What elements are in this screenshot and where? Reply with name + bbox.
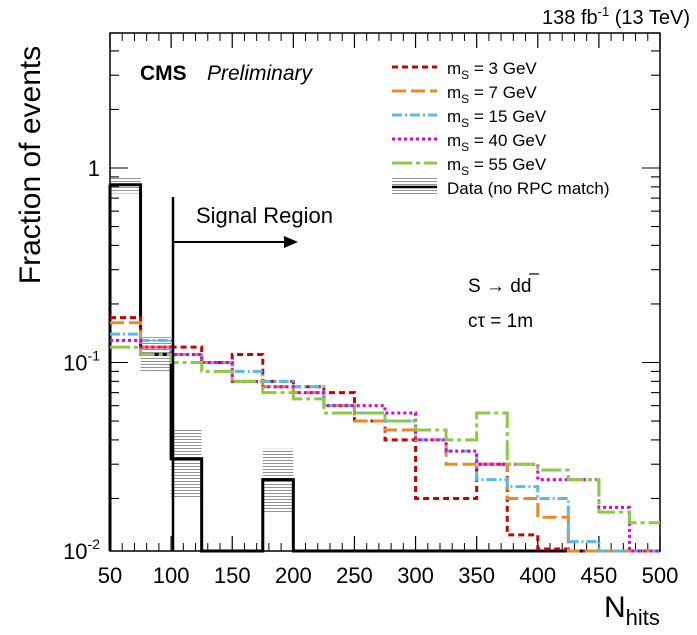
legend-label: mS = 7 GeV [447,83,537,106]
x-tick-label: 100 [153,563,190,588]
signal-histogram-line [110,338,660,553]
legend-label: mS = 55 GeV [447,155,547,178]
x-tick-label: 300 [397,563,434,588]
signal-histogram-line [110,332,660,553]
y-tick-label: 10-2 [63,536,100,564]
x-tick-label: 350 [458,563,495,588]
y-axis-label: Fraction of events [14,46,47,284]
axis-ticks: 50 100 150 200 250 300 350 400 450 500 1 10-1 10-2 [63,32,679,588]
legend-label: Data (no RPC match) [447,179,610,198]
legend-label: mS = 3 GeV [447,59,537,82]
x-tick-label: 250 [336,563,373,588]
ctau-label: cτ = 1m [468,311,533,332]
cms-label: CMS [140,62,187,85]
signal-region-arrowhead [284,236,298,248]
preliminary-label: Preliminary [207,62,314,85]
y-tick-label: 1 [88,156,100,181]
decay-label: S → dd [468,276,531,297]
signal-histogram-line [110,345,660,525]
data-histogram [108,176,660,553]
data-uncertainty-band [171,429,202,499]
x-tick-label: 50 [98,563,122,588]
signal-region-label: Signal Region [196,203,333,228]
lumi-label: 138 fb-1 (13 TeV) [542,4,690,29]
x-tick-label: 500 [642,563,679,588]
x-tick-label: 200 [275,563,312,588]
legend-label: mS = 40 GeV [447,131,547,154]
x-tick-label: 400 [519,563,556,588]
x-tick-label: 150 [214,563,251,588]
y-tick-label: 10-1 [63,348,100,376]
data-histogram-line [110,183,660,553]
x-axis-label: Nhits [604,591,660,630]
x-tick-label: 450 [581,563,618,588]
legend-label: mS = 15 GeV [447,107,547,130]
signal-histograms [110,316,660,553]
